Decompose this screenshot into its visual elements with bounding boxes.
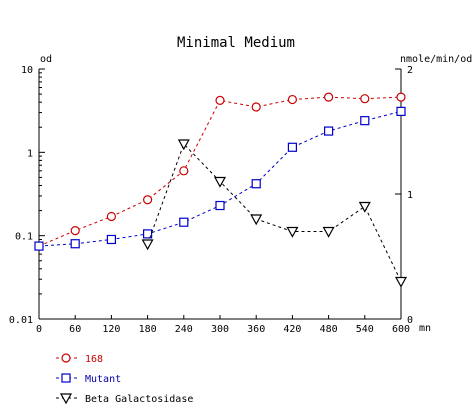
y-right-tick-label: 1 bbox=[407, 190, 413, 201]
y-left-axis-label: od bbox=[40, 54, 52, 65]
data-point bbox=[360, 94, 370, 104]
data-point bbox=[177, 139, 190, 151]
y-right-ticks: 2 1 0 bbox=[395, 65, 413, 326]
x-axis-unit: mn bbox=[419, 323, 431, 334]
data-point bbox=[250, 214, 263, 226]
x-tick-label: 480 bbox=[320, 324, 338, 335]
data-point bbox=[396, 106, 406, 116]
data-point bbox=[287, 94, 297, 105]
legend-marker bbox=[61, 373, 71, 383]
data-point bbox=[322, 226, 335, 238]
x-tick-label: 0 bbox=[36, 324, 42, 335]
data-point bbox=[324, 126, 334, 136]
x-tick-label: 420 bbox=[283, 324, 301, 335]
data-point bbox=[287, 142, 297, 152]
data-point bbox=[143, 229, 153, 239]
legend-label: Mutant bbox=[85, 374, 121, 385]
data-point bbox=[360, 116, 370, 126]
data-point bbox=[213, 176, 227, 188]
data-point bbox=[396, 92, 406, 102]
legend-item: Mutant bbox=[56, 373, 121, 385]
data-point bbox=[251, 179, 261, 189]
x-tick-label: 60 bbox=[69, 324, 81, 335]
data-point bbox=[141, 239, 154, 251]
data-point bbox=[106, 211, 117, 222]
data-point bbox=[70, 226, 80, 236]
y-right-axis-label: nmole/min/od bbox=[400, 54, 472, 65]
y-right-tick-label: 0 bbox=[407, 315, 413, 326]
data-point bbox=[215, 200, 225, 211]
y-left-tick-label: 1 bbox=[27, 148, 33, 159]
x-tick-label: 360 bbox=[247, 324, 265, 335]
legend-label: Beta Galactosidase bbox=[85, 394, 193, 405]
series-0 bbox=[34, 92, 406, 251]
x-tick-label: 180 bbox=[139, 324, 157, 335]
x-tick-label: 600 bbox=[392, 324, 410, 335]
data-point bbox=[286, 226, 299, 238]
y-left-tick-label: 10 bbox=[21, 65, 33, 76]
series-layer bbox=[34, 92, 408, 288]
data-point bbox=[358, 201, 371, 213]
x-tick-label: 240 bbox=[175, 324, 193, 335]
y-left-ticks: 10 1 0.1 0.01 bbox=[9, 65, 45, 326]
series-line bbox=[38, 96, 402, 247]
legend: 168 Mutant Beta Galactosidase bbox=[56, 353, 193, 405]
data-point bbox=[251, 102, 261, 112]
data-point bbox=[215, 95, 225, 105]
data-point bbox=[179, 217, 189, 227]
y-left-tick-label: 0.1 bbox=[15, 232, 33, 243]
chart-title: Minimal Medium bbox=[177, 35, 295, 51]
data-point bbox=[143, 195, 153, 205]
data-point bbox=[106, 234, 117, 245]
series-line bbox=[147, 143, 402, 282]
legend-label: 168 bbox=[85, 354, 103, 365]
legend-marker bbox=[61, 353, 71, 363]
data-point bbox=[70, 239, 80, 249]
x-tick-label: 540 bbox=[356, 324, 374, 335]
y-left-tick-label: 0.01 bbox=[9, 315, 33, 326]
data-point bbox=[179, 166, 189, 176]
data-point bbox=[34, 241, 44, 251]
data-point bbox=[394, 276, 408, 288]
legend-item: 168 bbox=[56, 353, 103, 365]
series-1 bbox=[34, 106, 406, 251]
series-2 bbox=[141, 139, 408, 288]
legend-item: Beta Galactosidase bbox=[56, 393, 193, 405]
legend-marker bbox=[59, 393, 73, 405]
x-tick-label: 120 bbox=[102, 324, 120, 335]
data-point bbox=[324, 92, 334, 102]
x-ticks: 0 60 120 180 240 300 360 420 480 540 600 bbox=[36, 315, 410, 335]
x-tick-label: 300 bbox=[211, 324, 229, 335]
y-right-tick-label: 2 bbox=[407, 65, 413, 76]
